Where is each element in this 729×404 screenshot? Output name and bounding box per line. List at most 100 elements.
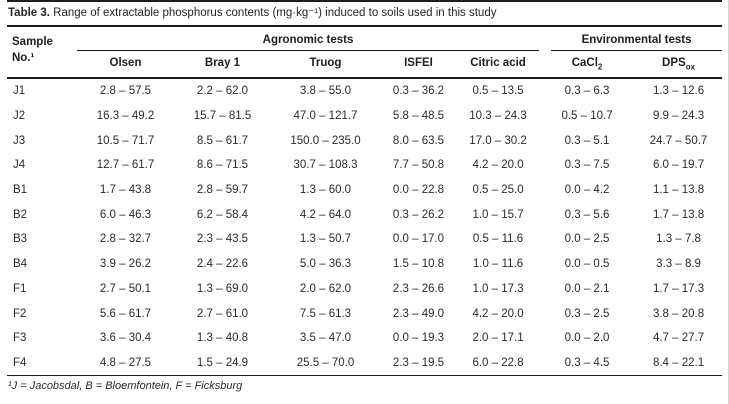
table-cell: 1.7 – 43.8 [99, 184, 152, 197]
table-cell: 17.0 – 30.2 [469, 134, 527, 147]
column-header-label: DPS [662, 57, 686, 69]
table-cell: 0.0 – 19.3 [392, 332, 445, 345]
table-cell: 1.7 – 17.3 [652, 282, 705, 295]
table-cell: 0.3 – 5.6 [564, 208, 610, 221]
column-header-olsen: Olsen [77, 51, 174, 79]
data-table: Sample No.¹ Agronomic tests Environmenta… [7, 25, 723, 376]
table-cell: 2.8 – 32.7 [99, 233, 152, 246]
table-cell: 8.5 – 61.7 [196, 134, 249, 147]
table-cell: 1.0 – 17.3 [472, 282, 524, 295]
column-header-row: Olsen Bray 1 Truog ISFEI Citric acid CaC… [7, 51, 723, 79]
table-row: F1 2.7 – 50.1 1.3 – 69.0 2.0 – 62.0 2.3 – 26… [7, 277, 722, 302]
table-cell: 3.5 – 47.0 [299, 332, 352, 345]
table-cell: 150.0 – 235.0 [290, 134, 361, 147]
column-header-label: Truog [309, 57, 342, 69]
group-header-agronomic-tests: Agronomic tests [77, 26, 540, 51]
table-cell: 5.6 – 61.7 [99, 307, 152, 320]
table-cell: 0.3 – 7.5 [564, 159, 610, 172]
table-row: F2 5.6 – 61.7 2.7 – 61.0 7.5 – 61.3 2.3 – 49… [7, 301, 722, 326]
column-header-label: Citric acid [470, 57, 526, 69]
table-row: B3 2.8 – 32.7 2.3 – 43.5 1.3 – 50.7 0.0 – 17… [7, 227, 722, 252]
row-label: J1 [13, 85, 26, 98]
table-cell: 1.3 – 60.0 [299, 184, 352, 197]
table-cell: 0.3 – 4.5 [564, 356, 610, 369]
table-cell: 2.3 – 26.6 [392, 282, 445, 295]
table-cell: 2.8 – 57.5 [99, 85, 152, 98]
table-cell: 3.8 – 20.8 [652, 307, 705, 320]
table-caption: Table 3. Range of extractable phosphorus… [7, 2, 722, 25]
table-cell: 2.4 – 22.6 [196, 258, 249, 271]
table-cell: 0.0 – 2.5 [564, 233, 610, 246]
table-cell: 1.0 – 15.7 [472, 208, 524, 221]
table-cell: 1.5 – 10.8 [392, 258, 445, 271]
table-cell: 3.6 – 30.4 [99, 332, 152, 345]
table-cell: 1.1 – 13.8 [652, 184, 705, 197]
table-cell: 4.2 – 64.0 [299, 208, 352, 221]
table-cell: 0.0 – 0.5 [564, 258, 610, 271]
table-cell: 2.7 – 50.1 [99, 282, 152, 295]
table-cell: 0.3 – 6.3 [564, 85, 610, 98]
table-cell: 2.3 – 49.0 [392, 307, 445, 320]
table-cell: 0.0 – 2.0 [564, 332, 610, 345]
table-cell: 10.5 – 71.7 [96, 134, 155, 147]
table-cell: 25.5 – 70.0 [296, 356, 355, 369]
table-cell: 0.3 – 5.1 [564, 134, 610, 147]
column-header-dpsox: DPSox [635, 51, 723, 79]
table-cell: 3.9 – 26.2 [99, 258, 152, 271]
table-cell: 0.3 – 2.5 [564, 307, 610, 320]
table-cell: 1.0 – 11.6 [472, 258, 524, 271]
table-row: J4 12.7 – 61.7 8.6 – 71.5 30.7 – 108.3 7.7 –… [7, 153, 722, 178]
group-header-environmental-label: Environmental tests [551, 27, 723, 51]
table-cell: 1.3 – 69.0 [196, 282, 249, 295]
table-cell: 1.3 – 12.6 [652, 85, 705, 98]
row-label: F2 [13, 307, 27, 320]
table-cell: 2.8 – 59.7 [196, 184, 249, 197]
table-cell: 6.0 – 46.3 [99, 208, 152, 221]
table-cell: 10.3 – 24.3 [469, 110, 527, 123]
table-cell: 0.3 – 36.2 [392, 85, 445, 98]
table-cell: 2.7 – 61.0 [196, 307, 249, 320]
column-header-sub: ox [685, 62, 696, 72]
table-cell: 8.6 – 71.5 [196, 159, 249, 172]
table-cell: 0.3 – 26.2 [392, 208, 445, 221]
table-row: J3 10.5 – 71.7 8.5 – 61.7 150.0 – 235.0 8.0 … [7, 128, 722, 153]
column-header-label: Bray 1 [204, 57, 241, 69]
column-header-citric-acid: Citric acid [457, 51, 540, 79]
column-header-bray1: Bray 1 [174, 51, 271, 79]
table-cell: 4.8 – 27.5 [99, 356, 152, 369]
row-label: F4 [13, 356, 27, 369]
table-cell: 2.3 – 43.5 [196, 233, 249, 246]
table-row: B2 6.0 – 46.3 6.2 – 58.4 4.2 – 64.0 0.3 – 26… [7, 202, 722, 227]
table-row: B1 1.7 – 43.8 2.8 – 59.7 1.3 – 60.0 0.0 – 22… [7, 178, 722, 203]
table-cell: 1.3 – 40.8 [196, 332, 249, 345]
column-header-sub: 2 [597, 62, 603, 72]
row-label: B4 [13, 258, 28, 271]
table-cell: 6.2 – 58.4 [196, 208, 249, 221]
table-cell: 8.4 – 22.1 [652, 356, 705, 369]
table-cell: 0.5 – 10.7 [561, 110, 613, 123]
column-header-label: ISFEI [404, 57, 433, 69]
row-label: B2 [13, 208, 28, 221]
table-cell: 0.0 – 17.0 [392, 233, 445, 246]
table-cell: 47.0 – 121.7 [293, 110, 358, 123]
column-header-label: Olsen [109, 57, 142, 69]
row-label: J2 [13, 110, 26, 123]
group-header-agronomic-label: Agronomic tests [77, 27, 540, 51]
table-cell: 16.3 – 49.2 [96, 110, 155, 123]
table-caption-label: Table 3. [8, 7, 50, 19]
table-cell: 1.7 – 13.8 [652, 208, 705, 221]
table-row: B4 3.9 – 26.2 2.4 – 22.6 5.0 – 36.3 1.5 – 10… [7, 252, 722, 277]
table-row: F4 4.8 – 27.5 1.5 – 24.9 25.5 – 70.0 2.3 – 1… [7, 351, 722, 376]
table-cell: 1.5 – 24.9 [196, 356, 249, 369]
table-cell: 12.7 – 61.7 [96, 159, 155, 172]
table-cell: 0.0 – 4.2 [564, 184, 610, 197]
table-cell: 0.5 – 13.5 [472, 85, 524, 98]
group-header-environmental-tests: Environmental tests [539, 26, 723, 51]
table-body: J1 2.8 – 57.5 2.2 – 62.0 3.8 – 55.0 0.3 – 36… [7, 78, 723, 376]
table-cell: 8.0 – 63.5 [392, 134, 445, 147]
table-cell: 4.2 – 20.0 [472, 159, 524, 172]
table-row: F3 3.6 – 30.4 1.3 – 40.8 3.5 – 47.0 0.0 – 19… [7, 326, 722, 351]
table-cell: 0.0 – 2.1 [564, 282, 610, 295]
row-label: J4 [13, 159, 26, 172]
